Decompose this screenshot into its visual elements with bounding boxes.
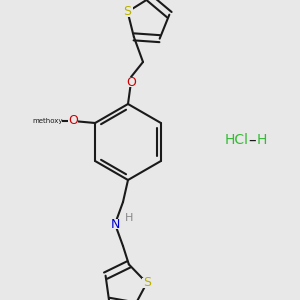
Text: methoxy: methoxy bbox=[33, 118, 63, 124]
Text: S: S bbox=[143, 276, 151, 290]
Text: –: – bbox=[248, 133, 256, 148]
Bar bbox=[68, 116, 78, 126]
Bar bbox=[123, 7, 133, 17]
Text: O: O bbox=[126, 76, 136, 88]
Text: H: H bbox=[257, 133, 267, 147]
Bar bbox=[142, 278, 152, 288]
Text: S: S bbox=[124, 5, 132, 18]
Text: O: O bbox=[68, 115, 78, 128]
Bar bbox=[34, 116, 62, 127]
Text: H: H bbox=[125, 213, 133, 223]
Bar bbox=[126, 77, 136, 87]
Text: N: N bbox=[110, 218, 120, 230]
Text: HCl: HCl bbox=[225, 133, 249, 147]
Bar bbox=[110, 219, 120, 229]
